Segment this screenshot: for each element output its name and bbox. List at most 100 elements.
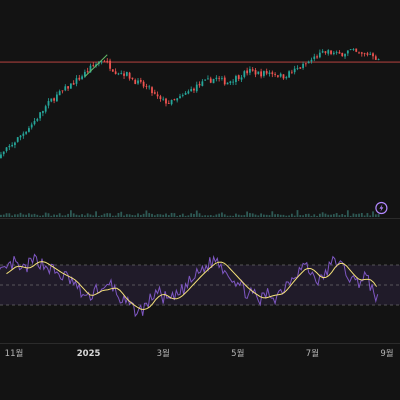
candle-body [176,98,179,101]
trend-line[interactable] [84,54,108,78]
volume-bar [198,213,201,217]
volume-bar [341,214,344,217]
volume-bars [0,210,380,217]
candle-body [372,53,374,57]
volume-bar [304,213,307,217]
candle-body [274,73,276,75]
volume-bar [170,212,173,217]
volume-bar [207,215,209,217]
volume-bar [39,215,42,217]
candle-body [159,96,162,100]
volume-bar [47,213,50,217]
volume-bar [125,214,128,217]
candle-body [120,72,123,74]
candle-body [103,61,106,63]
volume-bar [237,214,240,217]
volume-bar [92,215,95,217]
volume-bar [377,214,380,217]
volume-bar [246,211,249,217]
volume-bar [131,215,134,217]
volume-bar [321,212,324,217]
candle-body [195,84,198,92]
volume-bar [162,214,165,217]
volume-bar [142,213,145,217]
candle-body [125,71,128,76]
volume-bar [282,214,285,217]
candle-body [240,77,243,80]
x-tick-label: 7월 [306,348,319,359]
candle-body [237,75,240,80]
volume-bar [5,213,8,217]
candle-body [39,112,42,119]
candle-body [67,86,69,89]
candle-body [111,69,114,72]
volume-bar [72,213,75,217]
event-marker[interactable] [375,201,388,215]
price-pane[interactable] [0,48,400,167]
candle-body [271,72,274,75]
candle-body [47,101,50,106]
volume-bar [190,213,193,217]
candle-body [139,79,142,82]
rsi-pane[interactable] [0,253,400,318]
candle-body [304,63,307,65]
volume-bar [55,214,58,217]
candle-body [355,48,358,52]
candle-body [263,71,265,76]
volume-bar [179,215,181,217]
volume-bar [363,215,366,217]
candle-body [332,52,335,54]
candle-body [201,81,204,86]
candle-body [360,52,363,54]
candle-body [89,65,92,73]
volume-bar [307,213,310,217]
volume-bar [97,215,100,217]
volume-bar [254,214,257,217]
candle-body [128,72,131,79]
candle-body [184,92,187,95]
candle-body [321,51,324,53]
volume-bar [209,215,212,217]
volume-bar [111,215,114,217]
candle-body [22,133,25,136]
volume-bar [327,214,330,217]
volume-bar [316,215,318,217]
candle-body [8,145,11,148]
candle-body [0,154,2,158]
candle-body [346,50,349,54]
candle-body [299,67,302,69]
volume-bar [310,215,313,217]
lightning-glyph [379,204,384,212]
volume-bar [243,215,246,217]
volume-bar [338,215,341,217]
candle-body [55,94,58,102]
candle-body [374,56,377,60]
volume-bar [145,210,148,217]
time-axis[interactable]: 11월20253월5월7월9월11월20263월5월 [0,343,400,360]
candle-body [83,71,86,77]
volume-bar [151,213,153,217]
candle-body [137,80,139,84]
volume-bar [50,215,53,217]
candle-body [145,86,148,88]
candle-body [198,83,201,86]
volume-bar [120,211,123,217]
candle-body [324,51,327,53]
volume-bar [251,213,254,217]
candle-body [246,70,249,74]
candle-body [187,91,190,94]
candle-body [209,78,212,83]
candle-body [28,128,30,132]
candle-body [265,71,268,74]
candle-body [190,89,193,92]
candle-body [257,71,260,74]
candle-body [243,71,246,77]
candle-body [19,135,22,138]
volume-bar [324,213,327,217]
candle-body [296,68,299,69]
volume-bar [293,215,296,217]
candle-body [366,53,369,55]
candle-body [249,68,251,73]
volume-bar [344,215,346,217]
